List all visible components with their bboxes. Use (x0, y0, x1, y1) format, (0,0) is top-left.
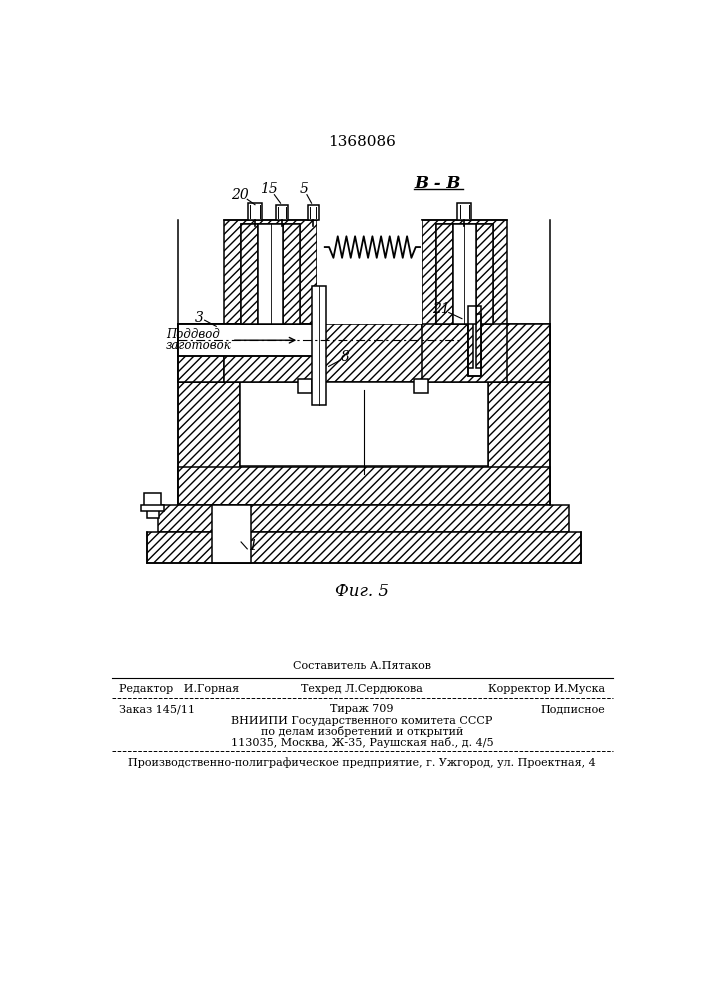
Bar (414, 379, 428, 393)
Text: Поддвод: Поддвод (166, 328, 220, 341)
Bar (308, 205, 319, 220)
Text: Производственно-полиграфическое предприятие, г. Ужгород, ул. Проектная, 4: Производственно-полиграфическое предприя… (128, 758, 596, 768)
Text: по делам изобретений и открытий: по делам изобретений и открытий (261, 726, 463, 737)
Text: 8: 8 (341, 350, 350, 364)
Bar (468, 306, 481, 376)
Text: заготовок: заготовок (166, 339, 232, 352)
Text: 1368086: 1368086 (328, 135, 396, 149)
Bar (241, 224, 300, 324)
Bar (488, 382, 549, 505)
Text: Фиг. 5: Фиг. 5 (335, 583, 389, 600)
Text: Тираж 709: Тираж 709 (330, 704, 394, 714)
Bar (436, 224, 493, 324)
Bar (258, 224, 283, 324)
Bar (177, 382, 240, 505)
Bar (248, 203, 262, 220)
Text: 3: 3 (194, 311, 204, 325)
Text: 20: 20 (231, 188, 249, 202)
Bar (436, 224, 452, 324)
Bar (476, 224, 493, 324)
Text: 21: 21 (432, 302, 450, 316)
Bar (312, 286, 325, 405)
Bar (224, 220, 317, 328)
Bar (452, 224, 476, 324)
Text: 1: 1 (248, 539, 257, 553)
Text: 113035, Москва, Ж-35, Раушская наб., д. 4/5: 113035, Москва, Ж-35, Раушская наб., д. … (230, 737, 493, 748)
Bar (457, 203, 472, 220)
Bar (421, 220, 507, 328)
Bar (476, 314, 481, 368)
Bar (224, 324, 317, 382)
Bar (144, 493, 161, 509)
Bar (421, 324, 507, 382)
Bar (276, 205, 288, 220)
Text: 5: 5 (299, 182, 308, 196)
Bar (503, 324, 549, 382)
Bar (468, 314, 473, 368)
Bar (158, 505, 569, 532)
Bar (177, 466, 549, 505)
Bar (241, 224, 258, 324)
Bar (141, 505, 164, 511)
Text: Редактор   И.Горная: Редактор И.Горная (119, 684, 240, 694)
Text: ВНИИПИ Государственного комитета СССР: ВНИИПИ Государственного комитета СССР (231, 716, 493, 726)
Text: В - В: В - В (414, 175, 460, 192)
Text: 15: 15 (260, 182, 278, 196)
Text: Составитель А.Пятаков: Составитель А.Пятаков (293, 661, 431, 671)
Text: Подписное: Подписное (541, 704, 605, 714)
Text: Заказ 145/11: Заказ 145/11 (119, 704, 195, 714)
Bar (240, 382, 488, 466)
Bar (146, 532, 580, 563)
Bar (177, 324, 549, 382)
Bar (212, 505, 251, 563)
Bar (317, 220, 421, 324)
Text: Техред Л.Сердюкова: Техред Л.Сердюкова (301, 684, 423, 694)
Text: Корректор И.Муска: Корректор И.Муска (488, 684, 605, 694)
Bar (298, 379, 312, 393)
Bar (177, 324, 313, 356)
Bar (177, 324, 224, 382)
Bar (146, 509, 159, 518)
Bar (283, 224, 300, 324)
Bar (468, 306, 481, 376)
